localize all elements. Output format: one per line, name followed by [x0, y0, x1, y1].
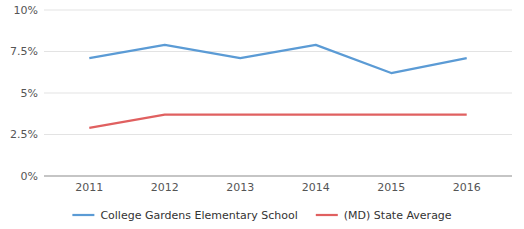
- series-line: [89, 45, 466, 73]
- legend: College Gardens Elementary School (MD) St…: [72, 209, 451, 222]
- x-tick-label: 2015: [377, 181, 405, 194]
- x-tick-label: 2016: [453, 181, 481, 194]
- y-tick-label: 0%: [21, 170, 38, 183]
- legend-swatch: [316, 214, 338, 216]
- y-tick-label: 7.5%: [10, 45, 38, 58]
- legend-item: College Gardens Elementary School: [72, 209, 297, 222]
- x-tick-label: 2012: [151, 181, 179, 194]
- x-axis-line: [44, 176, 512, 177]
- grid-line: [44, 134, 512, 135]
- legend-item: (MD) State Average: [316, 209, 452, 222]
- series-line: [89, 115, 466, 128]
- grid-line: [44, 176, 512, 177]
- plot-area: [89, 45, 466, 128]
- legend-swatch: [72, 214, 94, 216]
- x-tick-label: 2014: [302, 181, 330, 194]
- grid-line: [44, 10, 512, 11]
- x-tick-label: 2011: [75, 181, 103, 194]
- grid-line: [44, 93, 512, 94]
- x-tick-label: 2013: [226, 181, 254, 194]
- legend-label: College Gardens Elementary School: [100, 209, 297, 222]
- chart: 0% 2.5% 5% 7.5% 10% 2011 2012 2013 2014 2015 2016 C…: [0, 0, 524, 229]
- y-tick-label: 2.5%: [10, 128, 38, 141]
- y-tick-label: 10%: [14, 4, 38, 17]
- legend-label: (MD) State Average: [344, 209, 452, 222]
- y-tick-label: 5%: [21, 87, 38, 100]
